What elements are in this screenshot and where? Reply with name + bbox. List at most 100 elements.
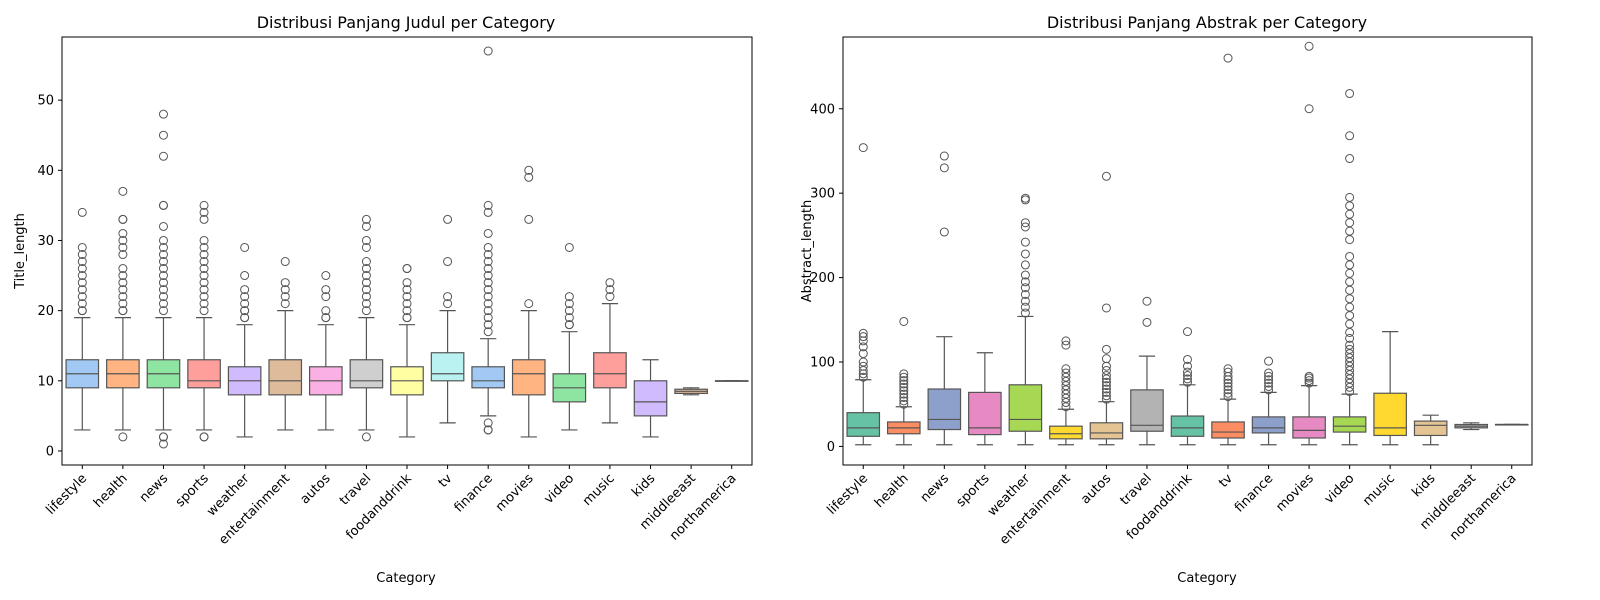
outlier-point — [158, 200, 168, 210]
x-tick-label-lifestyle: lifestyle — [43, 471, 90, 518]
outlier-point — [939, 163, 949, 173]
outlier-point — [1264, 378, 1274, 388]
y-tick-label: 40 — [37, 164, 54, 179]
outlier-point — [158, 109, 168, 119]
outlier-point — [199, 235, 209, 245]
outlier-point — [158, 242, 168, 252]
outlier-point — [158, 271, 168, 281]
outlier-point — [199, 271, 209, 281]
box-iqr — [633, 380, 668, 417]
outlier-point — [1223, 385, 1233, 395]
y-tick-label: 0 — [46, 444, 54, 459]
x-tick-label-entertainment: entertainment — [216, 471, 293, 548]
outlier-point — [1020, 222, 1030, 232]
box-iqr — [511, 359, 546, 396]
outlier-point — [280, 292, 290, 302]
outlier-point — [361, 242, 371, 252]
outlier-point — [1101, 371, 1111, 381]
y-tick-label: 0 — [827, 440, 835, 455]
x-tick-label-news: news — [918, 471, 953, 506]
outlier-point — [240, 313, 250, 323]
outlier-point — [1061, 364, 1071, 374]
left-box-weather — [227, 242, 262, 438]
left-box-news — [146, 109, 181, 449]
outlier-point — [483, 299, 493, 309]
outlier-point — [1345, 340, 1355, 350]
outlier-point — [77, 285, 87, 295]
outlier-point — [158, 306, 168, 316]
outlier-point — [118, 242, 128, 252]
outlier-point — [524, 172, 534, 182]
x-tick-label-tv: tv — [1216, 471, 1236, 491]
outlier-point — [361, 299, 371, 309]
outlier-point — [158, 130, 168, 140]
right-chart: Distribusi Panjang Abstrak per Category … — [800, 13, 1533, 586]
outlier-point — [280, 278, 290, 288]
outlier-point — [1101, 344, 1111, 354]
outlier-point — [1061, 340, 1071, 350]
outlier-point — [1304, 371, 1314, 381]
outlier-point — [402, 292, 412, 302]
outlier-point — [1101, 391, 1111, 401]
right-box-tv — [1211, 53, 1245, 446]
outlier-point — [321, 285, 331, 295]
outlier-point — [1020, 296, 1030, 306]
outlier-point — [118, 250, 128, 260]
outlier-point — [361, 306, 371, 316]
outlier-point — [483, 228, 493, 238]
outlier-point — [158, 432, 168, 442]
outlier-point — [1345, 192, 1355, 202]
y-tick-label: 10 — [37, 374, 54, 389]
right-box-foodanddrink — [1170, 327, 1205, 446]
outlier-point — [1345, 344, 1355, 354]
box-iqr — [1332, 416, 1367, 433]
outlier-point — [240, 306, 250, 316]
outlier-point — [1183, 361, 1192, 371]
outlier-point — [77, 257, 87, 267]
x-tick-label-autos: autos — [1078, 471, 1114, 507]
x-tick-label-music: music — [1360, 471, 1398, 509]
outlier-point — [443, 292, 453, 302]
x-tick-label-news: news — [137, 471, 172, 506]
outlier-point — [77, 271, 87, 281]
left-box-finance — [471, 46, 506, 435]
outlier-point — [199, 214, 209, 224]
left-y-axis-label: Title_length — [13, 213, 28, 290]
outlier-point — [361, 221, 371, 231]
outlier-point — [402, 299, 412, 309]
y-tick-label: 200 — [810, 271, 835, 286]
x-tick-label-autos: autos — [298, 471, 334, 507]
left-x-axis-label: Category — [376, 571, 436, 586]
outlier-point — [361, 214, 371, 224]
outlier-point — [77, 299, 87, 309]
x-tick-label-kids: kids — [1409, 471, 1438, 500]
outlier-point — [280, 299, 290, 309]
outlier-point — [1345, 251, 1355, 261]
outlier-point — [118, 235, 128, 245]
outlier-point — [1101, 303, 1111, 313]
x-tick-label-movies: movies — [1273, 471, 1317, 515]
outlier-point — [77, 264, 87, 274]
outlier-point — [199, 306, 209, 316]
outlier-point — [1345, 89, 1355, 99]
outlier-point — [1101, 354, 1111, 364]
outlier-point — [158, 292, 168, 302]
outlier-point — [899, 376, 909, 386]
outlier-point — [1101, 171, 1111, 181]
y-tick-label: 100 — [810, 356, 835, 371]
outlier-point — [1020, 277, 1030, 287]
outlier-point — [361, 264, 371, 274]
outlier-point — [443, 214, 453, 224]
outlier-point — [1101, 384, 1111, 394]
outlier-point — [361, 432, 371, 442]
box-iqr — [268, 359, 303, 396]
outlier-point — [1101, 365, 1111, 375]
outlier-point — [483, 306, 493, 316]
outlier-point — [858, 361, 868, 371]
outlier-point — [899, 372, 909, 382]
outlier-point — [118, 432, 128, 442]
right-box-health — [886, 316, 921, 446]
outlier-point — [483, 320, 493, 330]
